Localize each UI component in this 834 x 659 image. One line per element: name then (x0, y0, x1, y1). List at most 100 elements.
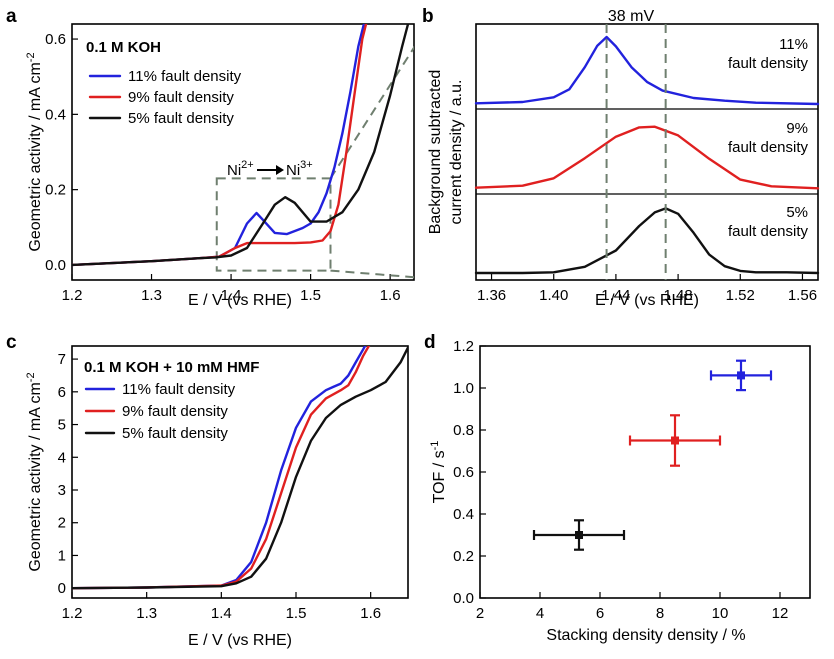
legend-label-11: 11% fault density (128, 68, 242, 85)
panel-c-ytick-label: 2 (58, 515, 66, 532)
panel-b-xtick-label: 1.44 (601, 287, 630, 304)
panel-c-ytick-label: 6 (58, 384, 66, 401)
panel-a-frame (71, 23, 415, 281)
panel-b-label-5: 5% (786, 204, 808, 221)
panel-b-curves (474, 35, 820, 275)
marker (671, 436, 679, 445)
panel-b-xtick-label: 1.40 (539, 287, 568, 304)
panel-b-xtick-label: 1.52 (726, 287, 755, 304)
panel-d-ytick-label: 0.2 (453, 548, 474, 565)
panel-a-inset-box (215, 45, 414, 279)
panel-d-xtick-label: 10 (712, 605, 729, 622)
panel-b-label-9-sub: fault density (728, 139, 809, 156)
panel-a-xtick-label: 1.2 (62, 287, 83, 304)
ni-annotation-from: Ni2+ (227, 159, 254, 179)
panel-d-xtick-label: 4 (536, 605, 544, 622)
panel-a-xtick-label: 1.4 (221, 287, 242, 304)
point-11-fault-density (709, 359, 773, 392)
panel-a-ytick-label: 0.6 (45, 31, 66, 48)
panel-d-frame (479, 345, 811, 599)
panel-d-xtick-label: 6 (596, 605, 604, 622)
panel-b-label-11-sub: fault density (728, 55, 809, 72)
panel-b-ylabel-line1: Background subtracted (427, 70, 444, 235)
panel-c-ylabel: Geometric activity / mA cm-2 (25, 372, 44, 571)
panel-d-xlabel: Stacking density density / % (546, 627, 745, 644)
panel-b-xtick-label: 1.36 (477, 287, 506, 304)
curve-5-fault-density (72, 346, 408, 590)
panel-d-ytick-label: 0.6 (453, 464, 474, 481)
panel-d: 2 4 6 8 10 12 0.0 0.2 0.4 0.6 0.8 1.0 1.2 Stacking d… (429, 338, 811, 644)
panel-c-xtick-label: 1.4 (211, 605, 232, 622)
panel-d-points (532, 359, 773, 551)
panel-b-frame (475, 23, 819, 281)
panel-a-ytick-label: 0.2 (45, 182, 66, 199)
point-5-fault-density (532, 519, 626, 551)
legend-label-5: 5% fault density (122, 425, 228, 442)
panel-a-xtick-label: 1.3 (141, 287, 162, 304)
inset-box (215, 177, 332, 272)
panel-c-xtick-label: 1.5 (286, 605, 307, 622)
inset-connector-bottom (330, 269, 414, 279)
panel-b-peak-markers (605, 24, 667, 280)
panel-b-title: 38 mV (608, 8, 655, 25)
panel-a: 1.2 1.3 1.4 1.5 1.6 0.0 0.2 0.4 0.6 0.1 M KOH 11… (25, 23, 415, 309)
panel-c-ytick-label: 0 (58, 580, 66, 597)
peak-curve-5-fault-density (474, 207, 820, 275)
peak-curve-9-fault-density (474, 125, 820, 190)
panel-b-xtick-label: 1.56 (788, 287, 817, 304)
panel-b-label-5-sub: fault density (728, 223, 809, 240)
panel-c-ytick-label: 1 (58, 547, 66, 564)
panel-label-a: a (6, 6, 17, 27)
panel-a-ytick-label: 0.4 (45, 106, 66, 123)
marker (575, 531, 583, 539)
panel-c-xtick-label: 1.3 (136, 605, 157, 622)
legend-label-9: 9% fault density (122, 403, 228, 420)
panel-c-xtick-label: 1.6 (360, 605, 381, 622)
panel-a-condition: 0.1 M KOH (86, 39, 161, 56)
panel-d-xtick-label: 12 (772, 605, 789, 622)
panel-d-ylabel: TOF / s-1 (429, 441, 448, 504)
panel-c-ytick-label: 5 (58, 417, 66, 434)
point-9-fault-density (628, 414, 722, 467)
panel-c-condition: 0.1 M KOH + 10 mM HMF (84, 359, 259, 376)
panel-d-ytick-label: 1.0 (453, 380, 474, 397)
panel-b: 38 mV 1.36 1.40 1.44 1.48 1.52 1.56 11% fault… (427, 8, 820, 309)
panel-d-ticks: 2 4 6 8 10 12 0.0 0.2 0.4 0.6 0.8 1.0 1.2 (453, 338, 788, 622)
ni-annotation: Ni2+ Ni3+ (227, 159, 313, 179)
inset-connector-top (329, 45, 414, 179)
panel-d-ytick-label: 1.2 (453, 338, 474, 355)
panel-b-xtick-label: 1.48 (663, 287, 692, 304)
panel-a-legend: 11% fault density 9% fault density 5% fa… (88, 68, 242, 127)
panel-b-label-9: 9% (786, 120, 808, 137)
panel-c-frame (71, 345, 409, 599)
peak-curve-11-fault-density (474, 35, 820, 106)
panel-a-xtick-label: 1.5 (300, 287, 321, 304)
panel-a-ytick-label: 0.0 (45, 257, 66, 274)
panel-a-xlabel: E / V (vs RHE) (188, 292, 292, 309)
arrow-head-icon (276, 165, 284, 175)
panel-label-d: d (424, 332, 436, 353)
panel-c-ytick-label: 3 (58, 482, 66, 499)
panel-d-ytick-label: 0.8 (453, 422, 474, 439)
legend-label-5: 5% fault density (128, 110, 234, 127)
panel-c-curves (72, 346, 408, 590)
curve-5-fault-density (72, 24, 410, 267)
panel-d-ytick-label: 0.4 (453, 506, 474, 523)
panel-label-b: b (422, 6, 434, 27)
panel-a-curves (72, 24, 410, 267)
panel-label-c: c (6, 332, 17, 353)
legend-label-9: 9% fault density (128, 89, 234, 106)
panel-a-ticks: 1.2 1.3 1.4 1.5 1.6 0.0 0.2 0.4 0.6 (45, 31, 400, 304)
panel-c-ticks: 1.2 1.3 1.4 1.5 1.6 0 1 2 3 4 5 6 7 (58, 351, 381, 622)
panel-b-label-11: 11% (779, 36, 808, 53)
curve-11-fault-density (72, 346, 367, 590)
panel-b-ticks: 1.36 1.40 1.44 1.48 1.52 1.56 (477, 274, 817, 304)
panel-c: 1.2 1.3 1.4 1.5 1.6 0 1 2 3 4 5 6 7 0.1 M KOH + 10 m… (25, 345, 409, 649)
panel-b-xlabel: E / V (vs RHE) (595, 292, 699, 309)
panel-c-ytick-label: 4 (58, 449, 66, 466)
panel-b-ylabel-line2: current density / a.u. (448, 80, 465, 225)
marker (737, 371, 745, 380)
panel-a-ylabel: Geometric activity / mA cm-2 (25, 52, 44, 251)
panel-a-xtick-label: 1.6 (380, 287, 401, 304)
